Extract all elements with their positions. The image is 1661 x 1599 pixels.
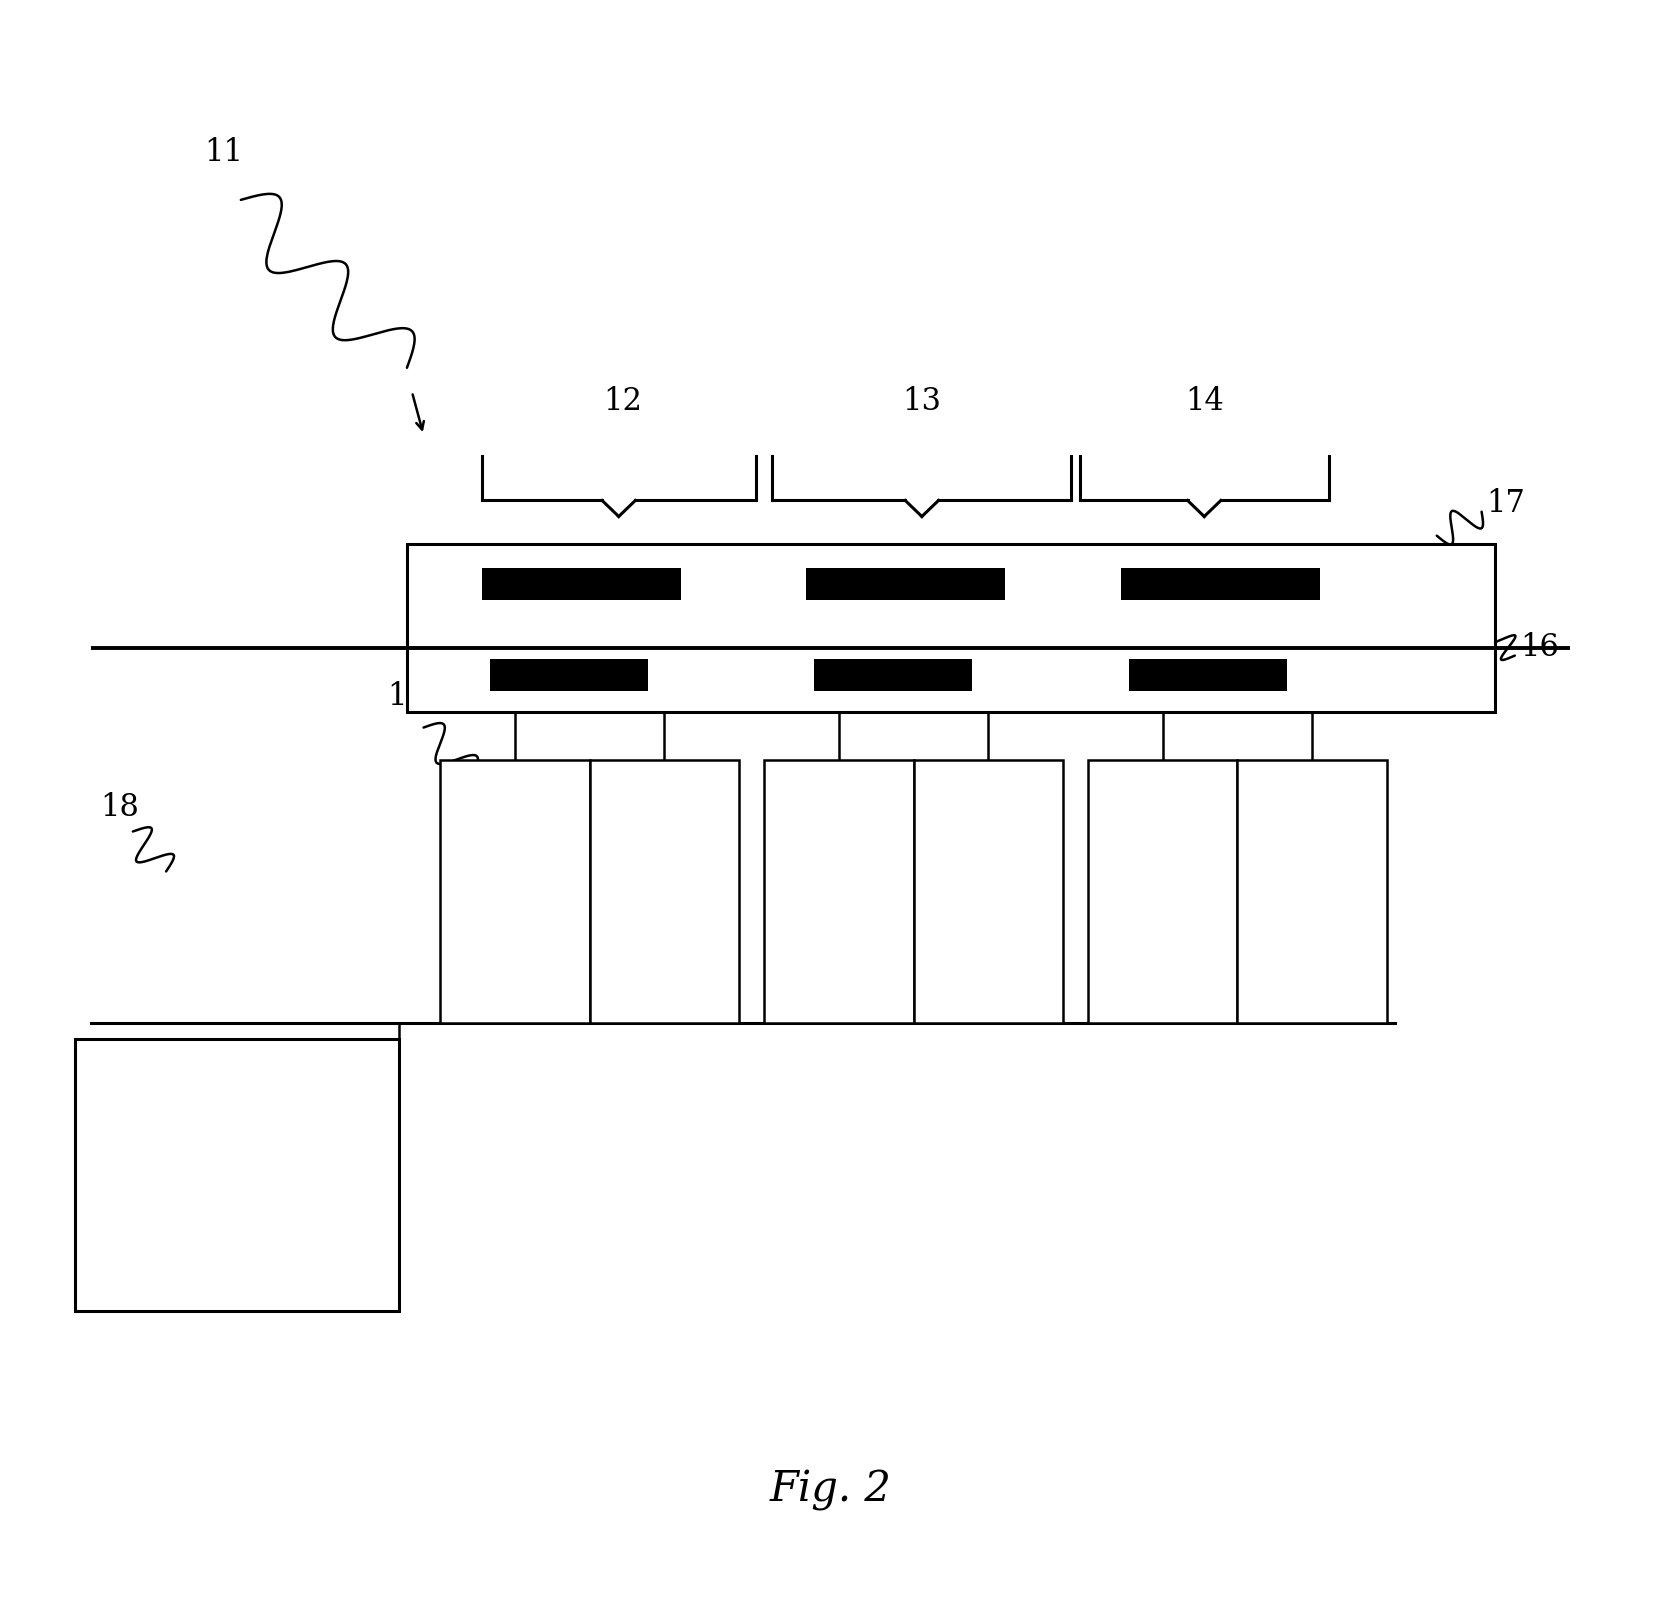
Text: 12: 12	[603, 387, 643, 417]
Bar	[407, 544, 1495, 712]
Bar	[1088, 760, 1237, 1023]
Bar	[806, 568, 1005, 600]
Text: 14: 14	[1184, 387, 1224, 417]
Text: 17: 17	[1487, 488, 1525, 520]
Text: 16: 16	[1520, 632, 1558, 664]
Text: 18: 18	[100, 793, 140, 823]
Bar	[1129, 659, 1287, 691]
Bar	[914, 760, 1063, 1023]
Bar	[490, 659, 648, 691]
Bar	[814, 659, 972, 691]
Text: 19: 19	[387, 681, 427, 712]
Text: 11: 11	[204, 138, 244, 168]
Bar	[764, 760, 914, 1023]
Bar	[482, 568, 681, 600]
Bar	[440, 760, 590, 1023]
Bar	[1121, 568, 1320, 600]
Bar	[75, 1039, 399, 1311]
Text: Fig. 2: Fig. 2	[769, 1469, 892, 1511]
Bar	[1237, 760, 1387, 1023]
Text: 13: 13	[902, 387, 942, 417]
Bar	[590, 760, 739, 1023]
